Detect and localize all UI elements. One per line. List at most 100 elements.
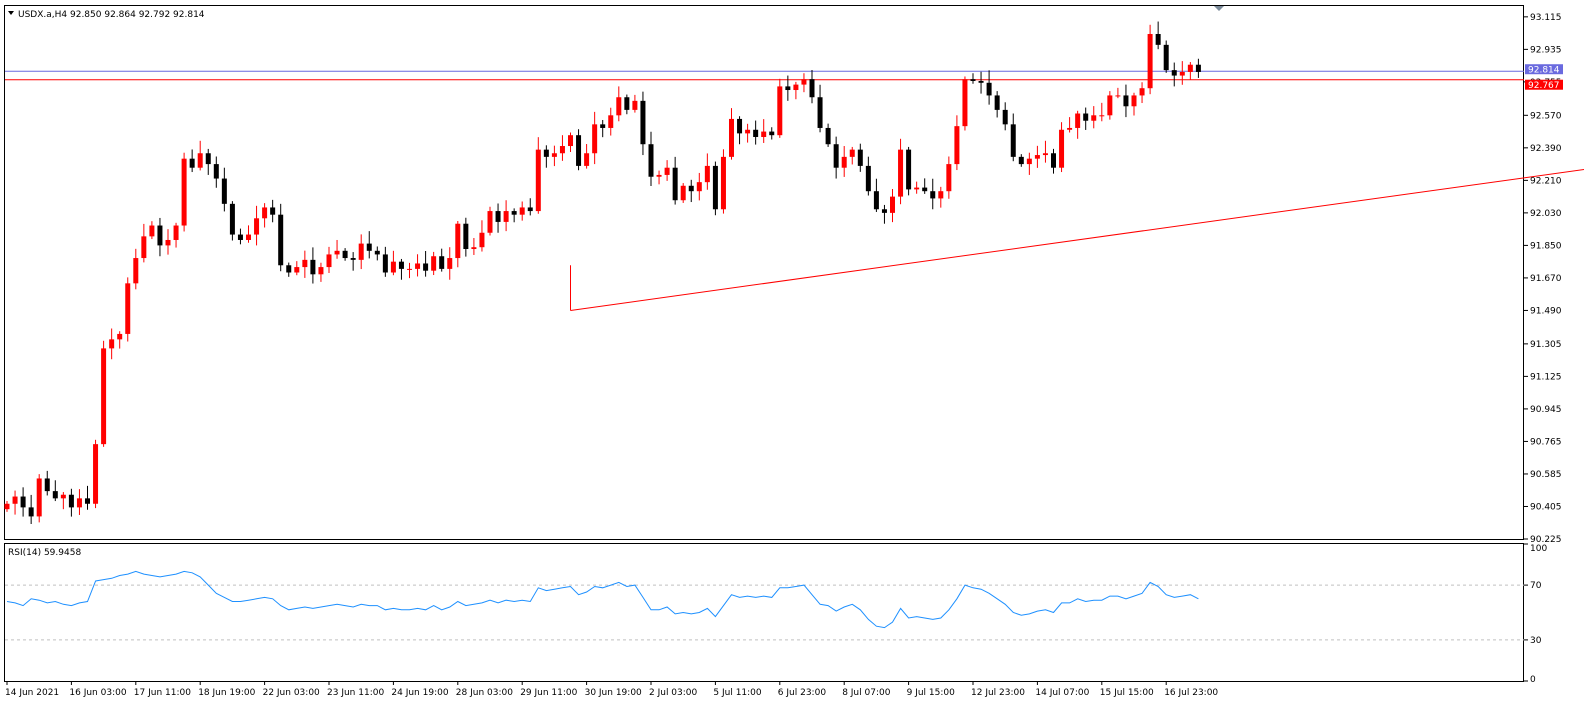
candle-body: [979, 81, 984, 83]
candle-body: [318, 267, 323, 274]
candle-body: [1140, 88, 1145, 95]
candle-body: [777, 86, 782, 135]
candle-body: [504, 211, 509, 222]
rsi-tick-label: 100: [1530, 544, 1547, 554]
candle-body: [874, 191, 879, 209]
candle-body: [439, 256, 444, 269]
candle-body: [729, 119, 734, 157]
price-tick-label: 92.210: [1530, 176, 1562, 186]
candle-body: [109, 339, 114, 348]
candle-body: [608, 115, 613, 128]
candle-body: [624, 97, 629, 110]
rsi-tick-label: 30: [1530, 636, 1542, 646]
candle-body: [13, 497, 18, 504]
candle-body: [649, 144, 654, 177]
candle-body: [182, 159, 187, 226]
candle-body: [1115, 95, 1120, 96]
rsi-pane-frame: [5, 544, 1524, 682]
candle-body: [431, 256, 436, 270]
candle-body: [149, 226, 154, 237]
candle-body: [826, 128, 831, 144]
candle: [906, 147, 911, 195]
candle-body: [987, 83, 992, 96]
candle-body: [29, 507, 34, 516]
candle-body: [302, 260, 307, 267]
candle-body: [1132, 95, 1137, 106]
symbol-header: USDX.a,H4 92.850 92.864 92.792 92.814: [18, 10, 205, 20]
candle: [713, 162, 718, 216]
time-tick-label: 12 Jul 23:00: [971, 688, 1025, 698]
candle-body: [705, 166, 710, 182]
candle-body: [294, 267, 299, 272]
time-tick-label: 6 Jul 23:00: [778, 688, 827, 698]
candle-body: [922, 188, 927, 192]
candle-body: [576, 135, 581, 166]
candle-body: [391, 262, 396, 273]
rsi-tick-label: 0: [1530, 675, 1536, 685]
candle-body: [21, 497, 26, 508]
price-tick-label: 91.670: [1530, 274, 1562, 284]
candle-body: [93, 444, 98, 504]
candle-body: [769, 132, 774, 136]
candle-body: [568, 135, 573, 146]
candle: [962, 76, 967, 130]
candle-body: [1091, 115, 1096, 120]
candle-body: [834, 144, 839, 167]
candle-body: [423, 263, 428, 270]
candle-body: [1172, 70, 1177, 75]
candle-body: [600, 124, 605, 128]
candle-body: [85, 498, 90, 503]
bid-price-label: 92.814: [1525, 64, 1563, 76]
candle-body: [198, 153, 203, 167]
candle-body: [906, 150, 911, 190]
candle-body: [689, 186, 694, 191]
candle-body: [1051, 153, 1056, 167]
candle: [1148, 25, 1153, 94]
candle-body: [125, 283, 130, 334]
price-tick-label: 92.030: [1530, 209, 1562, 219]
time-tick-label: 5 Jul 11:00: [713, 688, 762, 698]
candle-body: [713, 166, 718, 209]
candle-body: [1148, 34, 1153, 88]
candle-body: [1164, 45, 1169, 70]
candle: [101, 341, 106, 447]
rsi-header: RSI(14) 59.9458: [8, 548, 81, 558]
candle-body: [69, 495, 74, 508]
candle-body: [785, 86, 790, 90]
candle-body: [946, 164, 951, 191]
candle-body: [552, 153, 557, 157]
resistance-price-label-text: 92.767: [1528, 81, 1560, 91]
candle-body: [351, 258, 356, 260]
time-tick-label: 28 Jun 03:00: [456, 688, 513, 698]
candle-body: [962, 79, 967, 126]
candle-body: [367, 244, 372, 251]
time-tick-label: 24 Jun 19:00: [391, 688, 448, 698]
candle-body: [858, 150, 863, 166]
candle-body: [818, 97, 823, 128]
time-tick-label: 2 Jul 03:00: [649, 688, 698, 698]
candle-body: [117, 334, 122, 339]
candle-body: [206, 153, 211, 164]
candle-body: [1099, 115, 1104, 116]
candle-body: [1083, 114, 1088, 121]
price-tick-label: 91.850: [1530, 241, 1562, 251]
candle-body: [1003, 110, 1008, 124]
candle-body: [101, 348, 106, 444]
time-tick-label: 18 Jun 19:00: [198, 688, 255, 698]
candle-body: [415, 263, 420, 268]
candle-body: [77, 498, 82, 507]
candle-body: [592, 124, 597, 153]
candle-body: [133, 258, 138, 283]
candle-body: [407, 269, 412, 270]
time-tick-label: 30 Jun 19:00: [585, 688, 642, 698]
candle-body: [270, 207, 275, 214]
candle-body: [616, 97, 621, 115]
candle-body: [174, 226, 179, 240]
candle-body: [488, 211, 493, 233]
candle-body: [53, 491, 58, 498]
candle-body: [471, 247, 476, 249]
time-tick-label: 8 Jul 07:00: [842, 688, 891, 698]
